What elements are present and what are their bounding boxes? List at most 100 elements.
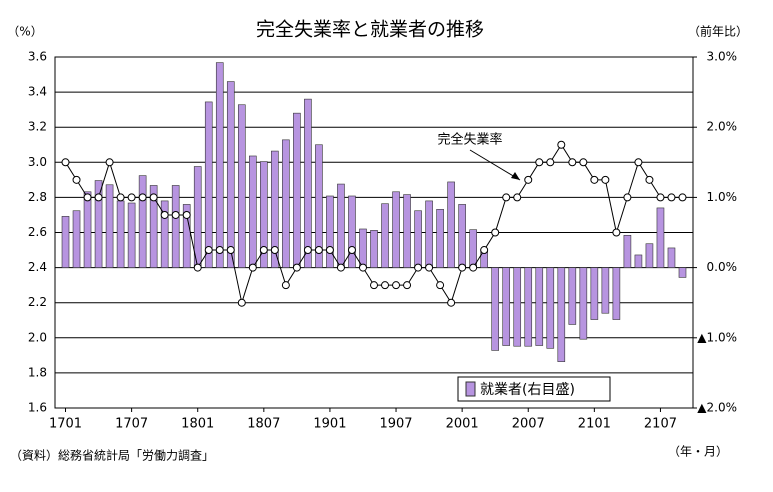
y2-tick-label: 2.0% bbox=[707, 120, 738, 134]
x-tick-label: 2107 bbox=[644, 417, 677, 432]
point bbox=[623, 193, 632, 202]
bar bbox=[160, 200, 169, 268]
point bbox=[171, 210, 180, 219]
y-tick-label: 3.6 bbox=[28, 50, 47, 64]
point bbox=[491, 228, 500, 237]
point bbox=[447, 298, 456, 307]
bar bbox=[557, 267, 566, 362]
annotation-arrowhead bbox=[511, 172, 520, 180]
x-tick-label: 2007 bbox=[512, 417, 545, 432]
bar bbox=[524, 267, 533, 347]
bar bbox=[293, 112, 301, 268]
bar bbox=[215, 62, 224, 268]
legend-swatch bbox=[465, 381, 476, 397]
chart-title: 完全失業率と就業者の推移 bbox=[256, 19, 484, 41]
bar bbox=[61, 216, 70, 268]
y-tick-label: 1.6 bbox=[28, 401, 47, 415]
bar bbox=[513, 267, 522, 347]
y-tick-label: 2.0 bbox=[28, 330, 47, 344]
point bbox=[612, 228, 621, 237]
line-annotation: 完全失業率 bbox=[437, 132, 502, 148]
point bbox=[160, 210, 169, 219]
bar bbox=[645, 243, 654, 268]
point bbox=[601, 175, 610, 184]
bar bbox=[458, 204, 466, 268]
bar bbox=[138, 175, 147, 268]
bar bbox=[414, 210, 422, 268]
point bbox=[590, 175, 599, 184]
x-tick-label: 1901 bbox=[313, 417, 346, 432]
point bbox=[116, 193, 125, 202]
bar bbox=[667, 247, 676, 268]
bar bbox=[105, 184, 114, 268]
bar bbox=[282, 139, 290, 268]
bar bbox=[370, 230, 378, 268]
bar bbox=[116, 200, 125, 268]
point bbox=[204, 246, 213, 255]
bar bbox=[436, 209, 444, 268]
y-tick-label: 2.2 bbox=[28, 295, 47, 309]
bar bbox=[127, 202, 136, 268]
point bbox=[314, 246, 323, 255]
y-tick-label: 2.4 bbox=[28, 260, 47, 274]
bar bbox=[226, 81, 235, 268]
point bbox=[94, 193, 103, 202]
bar bbox=[447, 181, 455, 268]
x-tick-label: 1807 bbox=[247, 417, 280, 432]
point bbox=[292, 263, 301, 272]
point bbox=[182, 210, 191, 219]
y-tick-label: 3.4 bbox=[28, 85, 47, 99]
bar bbox=[304, 98, 312, 268]
y-tick-label: 3.2 bbox=[28, 120, 47, 134]
bar bbox=[590, 267, 599, 320]
y2-tick-label: ▲2.0% bbox=[697, 401, 737, 415]
y-tick-label: 2.8 bbox=[28, 190, 47, 204]
legend-label: 就業者(右目盛) bbox=[480, 382, 575, 398]
bar bbox=[337, 183, 345, 268]
bar bbox=[72, 210, 81, 268]
point bbox=[336, 263, 345, 272]
bar bbox=[348, 195, 356, 268]
y-tick-label: 1.8 bbox=[28, 365, 47, 379]
point bbox=[403, 281, 412, 290]
bar bbox=[403, 194, 411, 268]
point bbox=[72, 175, 81, 184]
bar bbox=[568, 267, 577, 325]
point bbox=[215, 246, 224, 255]
point bbox=[436, 281, 445, 290]
point bbox=[425, 263, 434, 272]
point bbox=[557, 140, 566, 149]
y2-tick-label: 0.0% bbox=[707, 260, 738, 274]
point bbox=[226, 246, 235, 255]
point bbox=[105, 158, 114, 167]
legend-box bbox=[457, 376, 611, 402]
x-tick-label: 2001 bbox=[446, 417, 479, 432]
bar bbox=[612, 267, 621, 320]
bar bbox=[579, 267, 588, 340]
point bbox=[667, 193, 676, 202]
point bbox=[237, 298, 246, 307]
point bbox=[634, 158, 643, 167]
point bbox=[149, 193, 158, 202]
point bbox=[270, 246, 279, 255]
point bbox=[127, 193, 136, 202]
point bbox=[370, 281, 378, 290]
bar bbox=[171, 185, 180, 268]
point bbox=[381, 281, 390, 290]
point bbox=[678, 193, 687, 202]
point bbox=[414, 263, 423, 272]
bar bbox=[315, 144, 323, 268]
x-tick-label: 1707 bbox=[115, 417, 148, 432]
bar bbox=[678, 267, 687, 278]
point bbox=[469, 263, 478, 272]
bar bbox=[149, 185, 158, 268]
point bbox=[524, 175, 533, 184]
bar bbox=[359, 228, 367, 268]
y2-tick-label: 3.0% bbox=[707, 50, 738, 64]
bar bbox=[535, 267, 544, 346]
bar bbox=[249, 155, 257, 268]
bar bbox=[623, 235, 632, 268]
bar bbox=[381, 203, 389, 268]
point bbox=[347, 246, 356, 255]
point bbox=[458, 263, 467, 272]
